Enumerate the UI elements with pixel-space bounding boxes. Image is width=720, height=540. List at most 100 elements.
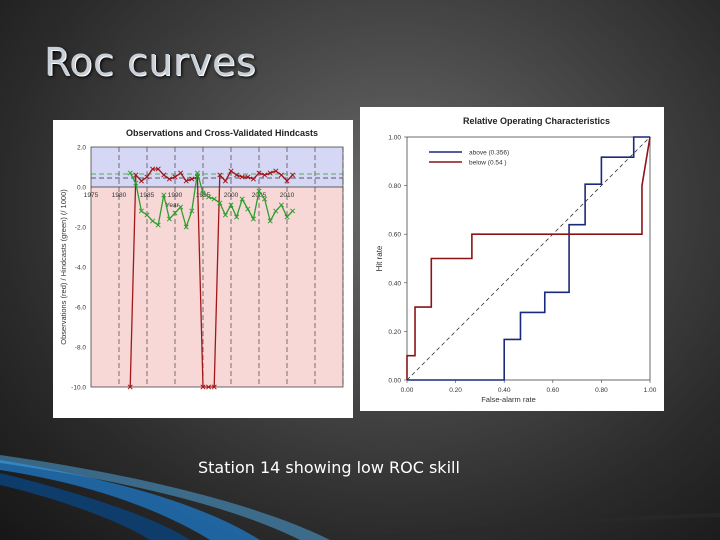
y-tick-label: -2.0 xyxy=(75,225,87,232)
observation-point xyxy=(172,174,178,180)
chart-title: Observations and Cross-Validated Hindcas… xyxy=(126,128,318,138)
observation-point xyxy=(267,170,273,176)
x-tick-label: 2005 xyxy=(252,192,267,199)
observation-point xyxy=(290,172,296,178)
no-skill-diagonal xyxy=(406,136,651,381)
hindcast-point xyxy=(222,212,228,218)
y-axis-label: Hit rate xyxy=(375,245,384,271)
observation-point xyxy=(189,176,195,182)
below-roc-curve xyxy=(406,136,651,380)
hindcast-point xyxy=(245,206,251,212)
hindcast-point xyxy=(172,210,178,216)
observation-point xyxy=(234,172,240,178)
hindcast-point xyxy=(194,170,200,176)
y-tick-label: -8.0 xyxy=(75,345,87,352)
x-axis-label: Year xyxy=(166,202,180,209)
y-tick-label: 0.0 xyxy=(77,185,86,192)
above-roc-curve xyxy=(407,136,650,381)
y-tick-label: 0.00 xyxy=(388,378,401,385)
hindcast-point xyxy=(239,196,245,202)
observation-point xyxy=(183,178,189,184)
hindcast-point xyxy=(138,208,144,214)
observation-point xyxy=(284,178,290,184)
hindcast-point xyxy=(155,222,161,228)
hindcast-chart: Observations and Cross-Validated Hindcas… xyxy=(59,128,344,392)
observation-point xyxy=(127,384,133,390)
y-tick-label: 0.40 xyxy=(388,280,401,287)
hindcast-point xyxy=(284,214,290,220)
hindcast-point xyxy=(127,170,133,176)
x-tick-label: 0.80 xyxy=(595,387,608,394)
chart-title: Relative Operating Characteristics xyxy=(463,116,610,126)
y-tick-label: 0.80 xyxy=(388,183,401,190)
observation-point xyxy=(239,174,245,180)
x-tick-label: 1990 xyxy=(168,192,183,199)
observation-point xyxy=(217,172,223,178)
legend-label: below (0.54 ) xyxy=(469,160,507,167)
hindcast-point xyxy=(206,194,212,200)
x-tick-label: 1980 xyxy=(112,192,127,199)
hindcast-chart-panel: Observations and Cross-Validated Hindcas… xyxy=(53,120,353,418)
plot-frame xyxy=(90,146,344,388)
x-tick-label: 0.00 xyxy=(401,387,414,394)
hindcast-point xyxy=(273,208,279,214)
hindcast-point xyxy=(150,218,156,224)
hindcast-point xyxy=(189,208,195,214)
hindcast-point xyxy=(217,200,223,206)
x-axis-label: False-alarm rate xyxy=(481,395,536,404)
x-tick-label: 0.20 xyxy=(449,387,462,394)
hindcast-point xyxy=(267,218,273,224)
slide-title: Roc curves xyxy=(44,40,257,84)
x-tick-label: 0.40 xyxy=(498,387,511,394)
observation-point xyxy=(178,170,184,176)
hindcast-point xyxy=(178,204,184,210)
y-tick-label: 1.00 xyxy=(388,135,401,142)
observation-point xyxy=(206,384,212,390)
x-tick-label: 1975 xyxy=(84,192,99,199)
observation-point xyxy=(278,172,284,178)
roc-chart-panel: Relative Operating Characteristics 0.00 0.… xyxy=(360,107,664,411)
observation-point xyxy=(166,176,172,182)
observation-point xyxy=(250,176,256,182)
observation-point xyxy=(211,384,217,390)
observation-point xyxy=(200,384,206,390)
hindcast-point xyxy=(256,188,262,194)
hindcast-point xyxy=(234,214,240,220)
decorative-swoosh xyxy=(0,455,720,540)
observation-point xyxy=(273,168,279,174)
y-tick-label: -10.0 xyxy=(71,385,86,392)
x-tick-label: 0.60 xyxy=(546,387,559,394)
hindcast-point xyxy=(250,216,256,222)
observation-point xyxy=(155,166,161,172)
y-tick-label: 0.20 xyxy=(388,329,401,336)
hindcast-point xyxy=(166,216,172,222)
above-normal-band xyxy=(91,147,343,187)
observation-point xyxy=(256,170,262,176)
x-tick-label: 1.00 xyxy=(644,387,657,394)
observation-point xyxy=(228,168,234,174)
y-tick-label: -6.0 xyxy=(75,305,87,312)
observation-point xyxy=(133,172,139,178)
observation-point xyxy=(144,174,150,180)
x-tick-label: 2010 xyxy=(280,192,295,199)
hindcast-point xyxy=(183,224,189,230)
x-tick-label: 1995 xyxy=(196,192,211,199)
hindcast-point xyxy=(228,202,234,208)
y-axis-label: Observations (red) / Hindcasts (green) (… xyxy=(59,189,68,345)
observation-point xyxy=(262,172,268,178)
slide-caption: Station 14 showing low ROC skill xyxy=(198,458,460,477)
hindcast-point xyxy=(133,180,139,186)
x-tick-label: 1985 xyxy=(140,192,155,199)
hindcast-point xyxy=(200,190,206,196)
observation-point xyxy=(150,166,156,172)
hindcast-point xyxy=(290,208,296,214)
legend-label: above (0.356) xyxy=(469,150,509,157)
hindcast-point xyxy=(144,212,150,218)
observation-point xyxy=(138,178,144,184)
plot-frame xyxy=(406,136,651,381)
hindcast-point xyxy=(262,196,268,202)
observation-point xyxy=(222,178,228,184)
observation-point xyxy=(245,174,251,180)
x-tick-label: 2000 xyxy=(224,192,239,199)
